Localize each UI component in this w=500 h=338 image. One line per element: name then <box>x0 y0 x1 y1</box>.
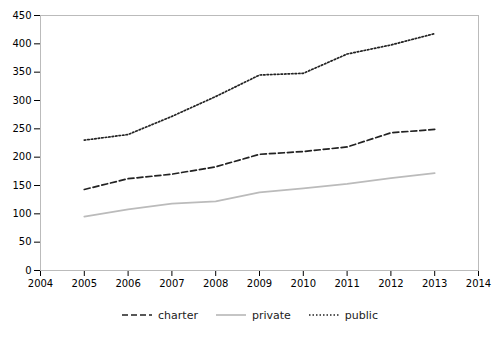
svg-text:2004: 2004 <box>28 278 53 289</box>
svg-text:2010: 2010 <box>291 278 316 289</box>
svg-text:2006: 2006 <box>115 278 140 289</box>
svg-text:2007: 2007 <box>159 278 184 289</box>
svg-text:2009: 2009 <box>247 278 272 289</box>
html-text:public: public <box>344 308 378 322</box>
svg-text:250: 250 <box>12 123 31 134</box>
svg-text:2011: 2011 <box>334 278 359 289</box>
svg-text:350: 350 <box>12 66 31 77</box>
svg-text:300: 300 <box>12 95 31 106</box>
html-text:charter: charter <box>158 308 198 322</box>
svg-text:2008: 2008 <box>203 278 228 289</box>
svg-text:400: 400 <box>12 38 31 49</box>
svg-text:200: 200 <box>12 151 31 162</box>
svg-text:2014: 2014 <box>466 278 491 289</box>
svg-text:2013: 2013 <box>422 278 447 289</box>
svg-text:150: 150 <box>12 180 31 191</box>
svg-text:100: 100 <box>12 208 31 219</box>
html-text:private: private <box>251 308 291 322</box>
svg-text:2005: 2005 <box>72 278 97 289</box>
svg-text:0: 0 <box>25 265 31 276</box>
svg-text:450: 450 <box>12 10 31 21</box>
svg-text:50: 50 <box>19 236 32 247</box>
svg-text:2012: 2012 <box>378 278 403 289</box>
